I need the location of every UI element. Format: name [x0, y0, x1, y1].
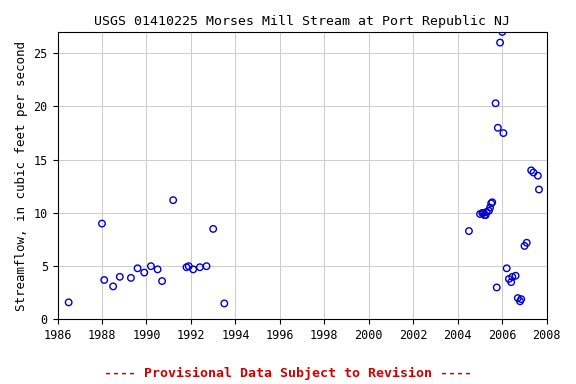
- Text: ---- Provisional Data Subject to Revision ----: ---- Provisional Data Subject to Revisio…: [104, 367, 472, 380]
- Point: [100, 277, 109, 283]
- Point: [157, 278, 166, 284]
- Point: [488, 199, 497, 205]
- Point: [506, 279, 516, 285]
- Point: [520, 243, 529, 249]
- Point: [487, 200, 496, 207]
- Point: [513, 295, 522, 301]
- Point: [495, 40, 505, 46]
- Point: [491, 100, 500, 106]
- Point: [188, 266, 198, 272]
- Point: [492, 285, 501, 291]
- Title: USGS 01410225 Morses Mill Stream at Port Republic NJ: USGS 01410225 Morses Mill Stream at Port…: [94, 15, 510, 28]
- Point: [126, 275, 135, 281]
- Point: [182, 264, 191, 270]
- Point: [464, 228, 473, 234]
- Point: [475, 211, 484, 217]
- Point: [511, 273, 520, 279]
- Point: [533, 172, 543, 179]
- Point: [529, 169, 538, 175]
- Point: [486, 205, 495, 211]
- Point: [479, 210, 488, 216]
- Point: [153, 266, 162, 272]
- Point: [169, 197, 178, 203]
- Point: [146, 263, 156, 269]
- Point: [108, 283, 118, 290]
- Point: [493, 125, 502, 131]
- Point: [480, 212, 489, 218]
- Point: [526, 167, 536, 174]
- Point: [219, 300, 229, 306]
- Point: [64, 299, 73, 305]
- Point: [522, 240, 531, 246]
- Point: [202, 263, 211, 269]
- Point: [482, 209, 491, 215]
- Y-axis label: Streamflow, in cubic feet per second: Streamflow, in cubic feet per second: [15, 41, 28, 311]
- Point: [517, 296, 526, 302]
- Point: [195, 264, 204, 270]
- Point: [505, 276, 514, 282]
- Point: [139, 270, 149, 276]
- Point: [498, 29, 507, 35]
- Point: [499, 130, 508, 136]
- Point: [184, 263, 194, 269]
- Point: [484, 208, 494, 214]
- Point: [481, 212, 490, 218]
- Point: [535, 187, 544, 193]
- Point: [133, 265, 142, 271]
- Point: [502, 265, 511, 271]
- Point: [97, 220, 107, 227]
- Point: [115, 274, 124, 280]
- Point: [209, 226, 218, 232]
- Point: [516, 298, 525, 305]
- Point: [507, 274, 517, 280]
- Point: [478, 210, 487, 216]
